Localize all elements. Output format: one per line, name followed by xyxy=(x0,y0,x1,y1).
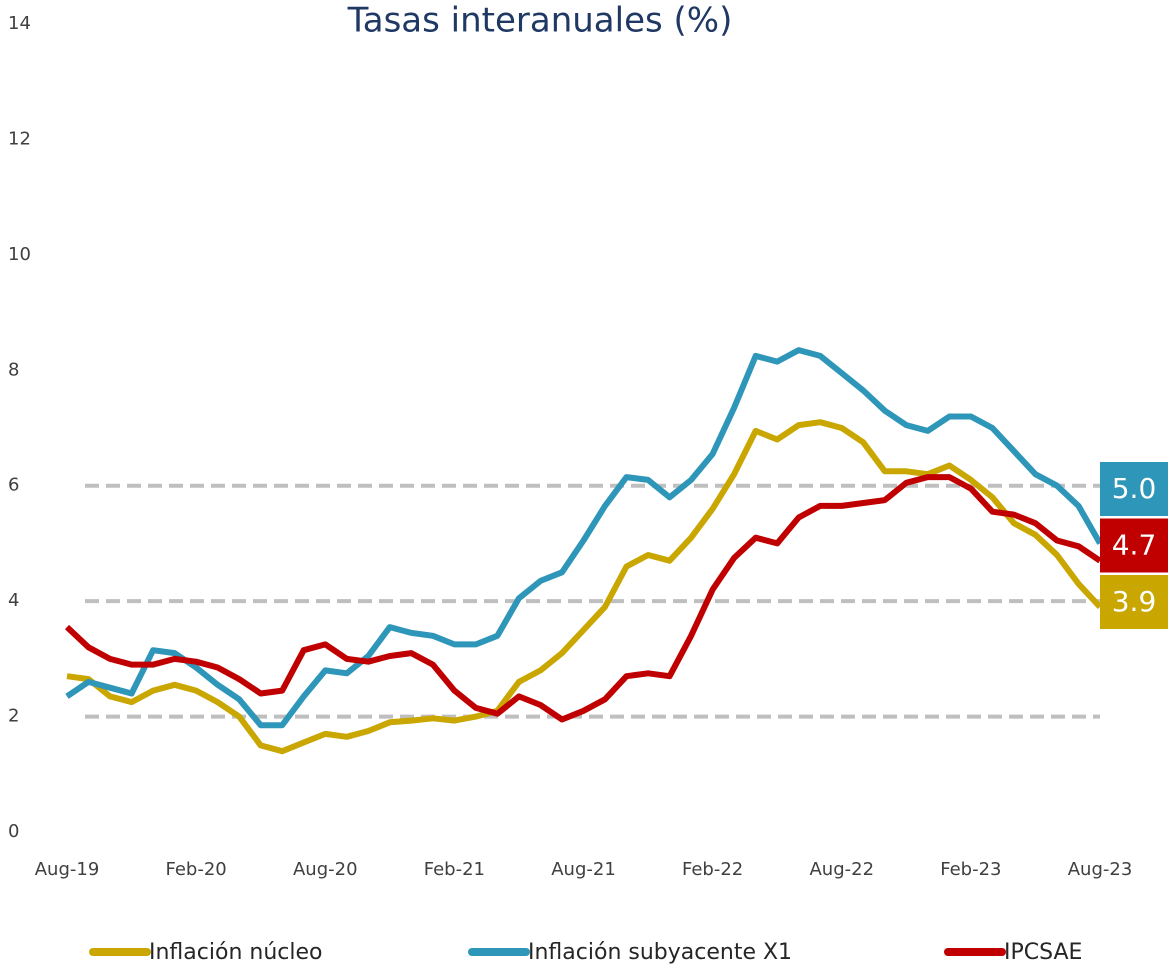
end-label-box xyxy=(1100,518,1168,573)
legend-label: Inflación subyacente X1 xyxy=(528,940,792,965)
end-label-box xyxy=(1100,575,1168,629)
x-tick-label: Feb-22 xyxy=(682,859,743,880)
x-tick-label: Feb-20 xyxy=(165,859,226,880)
end-label-box xyxy=(1100,462,1168,516)
series-line xyxy=(64,474,1102,723)
y-tick-label: 8 xyxy=(8,359,19,380)
y-tick-label: 2 xyxy=(8,706,19,727)
x-tick-label: Aug-23 xyxy=(1068,859,1133,880)
y-tick-label: 10 xyxy=(8,244,31,265)
y-tick-label: 4 xyxy=(8,590,19,611)
x-tick-label: Aug-22 xyxy=(809,859,874,880)
end-label: 3.9 xyxy=(1112,585,1157,618)
x-tick-label: Aug-21 xyxy=(551,859,616,880)
end-label: 4.7 xyxy=(1112,529,1157,562)
y-tick-label: 14 xyxy=(8,13,31,34)
series-line xyxy=(65,347,1103,729)
x-tick-label: Feb-21 xyxy=(424,859,485,880)
x-tick-label: Aug-19 xyxy=(35,859,100,880)
legend-label: IPCSAE xyxy=(1004,940,1082,965)
series-line xyxy=(66,419,1103,755)
y-tick-label: 6 xyxy=(8,475,19,496)
legend-label: Inflación núcleo xyxy=(149,940,322,965)
y-tick-label: 0 xyxy=(8,821,19,842)
chart-title: Tasas interanuales (%) xyxy=(347,1,733,41)
y-tick-label: 12 xyxy=(8,128,31,149)
x-tick-label: Aug-20 xyxy=(293,859,358,880)
x-tick-label: Feb-23 xyxy=(940,859,1001,880)
end-label: 5.0 xyxy=(1112,472,1157,505)
